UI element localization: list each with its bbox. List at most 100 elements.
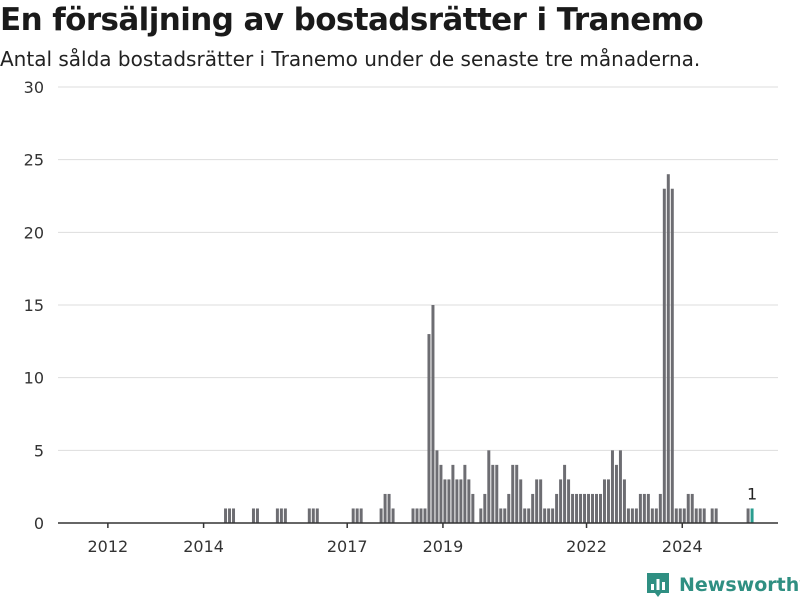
bar [311,508,315,523]
bar [255,508,259,523]
bar [714,508,718,523]
y-tick-label: 25 [24,151,44,170]
y-tick-label: 20 [24,223,44,242]
bar [543,508,547,523]
chart-title: En försäljning av bostadsrätter i Tranem… [0,2,704,38]
bar [483,493,487,523]
bar [423,508,427,523]
bar [463,464,467,523]
bar [315,508,319,523]
bar [491,464,495,523]
bar [587,493,591,523]
bar [670,188,674,523]
bar [451,464,455,523]
x-tick-label: 2024 [662,537,703,556]
x-tick-label: 2014 [183,537,224,556]
bar [698,508,702,523]
bar-series [224,174,754,523]
bar [654,508,658,523]
bar [666,174,670,523]
bar [746,508,750,523]
x-tick-label: 2019 [423,537,464,556]
bar [559,479,563,523]
bar [583,493,587,523]
bar [431,305,435,523]
y-axis-labels: 0 5 10 15 20 25 30 [24,78,44,533]
bar [539,479,543,523]
bar [658,493,662,523]
bar [606,479,610,523]
bar [662,188,666,523]
bar [702,508,706,523]
bar [602,479,606,523]
bar [232,508,236,523]
data-label: 1 [747,484,757,503]
bar [499,508,503,523]
bar [391,508,395,523]
bar [634,508,638,523]
bar [527,508,531,523]
bar [571,493,575,523]
bar [447,479,451,523]
bar [630,508,634,523]
bar [379,508,383,523]
bar [750,508,754,523]
bar [495,464,499,523]
bar [279,508,283,523]
bar [443,479,447,523]
bar [275,508,279,523]
bar [459,479,463,523]
x-tick-label: 2017 [327,537,368,556]
bar [694,508,698,523]
bar-chart-logo-icon [647,573,669,597]
y-tick-label: 15 [24,296,44,315]
bar [228,508,232,523]
bar [646,493,650,523]
y-tick-label: 0 [34,514,44,533]
bar [563,464,567,523]
bar [511,464,515,523]
bar [674,508,678,523]
bar [599,493,602,523]
bar [710,508,714,523]
bar [487,450,491,523]
chart-subtitle: Antal sålda bostadsrätter i Tranemo unde… [0,47,701,71]
bar [351,508,355,523]
bar [415,508,419,523]
bar [523,508,527,523]
bar [427,334,431,523]
gridlines [58,86,778,451]
bar [435,450,439,523]
bar [419,508,423,523]
bar [359,508,363,523]
bar [690,493,694,523]
x-axis-labels: 2012 2014 2017 2019 2022 2024 [88,523,703,556]
bar [531,493,535,523]
bar [519,479,523,523]
bar [618,450,622,523]
bar [555,493,559,523]
bar [383,493,387,523]
bar [678,508,682,523]
bar [307,508,311,523]
bar [387,493,391,523]
y-tick-label: 30 [24,78,44,97]
bar [471,493,475,523]
bar [355,508,359,523]
bar [455,479,459,523]
bar [439,464,443,523]
bar [479,508,483,523]
bar [610,450,614,523]
bar [551,508,555,523]
x-tick-label: 2022 [566,537,607,556]
bar [686,493,690,523]
bar [283,508,287,523]
bar [595,493,598,523]
bar [503,508,507,523]
bar [614,464,618,523]
bar [591,493,595,523]
brand-logo: Newsworthy [645,571,800,599]
bar [535,479,539,523]
bar [638,493,642,523]
